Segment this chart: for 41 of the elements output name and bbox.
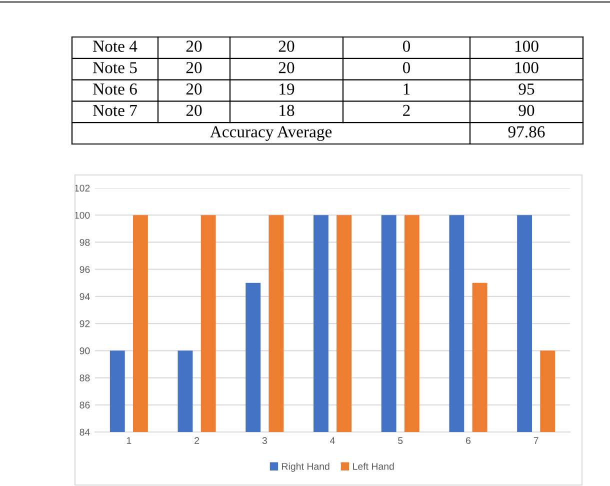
text: 20 bbox=[186, 104, 202, 116]
y-tick-label: 90 bbox=[80, 347, 90, 354]
x-tick-label: 3 bbox=[262, 437, 267, 444]
text: 20 bbox=[278, 40, 294, 52]
y-tick-label: 88 bbox=[80, 374, 90, 382]
text: 20 bbox=[278, 62, 294, 74]
text: 20 bbox=[186, 40, 202, 52]
text: 90 bbox=[518, 104, 534, 116]
text: 18 bbox=[280, 104, 294, 116]
y-tick-label: 86 bbox=[80, 402, 90, 409]
x-tick-label: 7 bbox=[534, 437, 538, 444]
text: 97.86 bbox=[508, 126, 545, 138]
y-tick-label: 100 bbox=[74, 212, 90, 219]
text: 1 bbox=[404, 84, 410, 95]
legend-label: Right Hand bbox=[282, 462, 330, 472]
text: 2 bbox=[403, 104, 410, 116]
text: Note 4 bbox=[93, 40, 138, 52]
y-tick-label: 102 bbox=[74, 184, 90, 192]
y-tick-label: 84 bbox=[80, 428, 90, 436]
text: 20 bbox=[186, 62, 202, 74]
x-tick-label: 4 bbox=[330, 437, 335, 444]
text: 100 bbox=[515, 40, 538, 52]
text: 0 bbox=[402, 62, 410, 74]
y-tick-label: 94 bbox=[80, 293, 90, 300]
y-tick-label: 96 bbox=[80, 266, 90, 273]
text: Note 5 bbox=[93, 62, 137, 74]
text: 95 bbox=[518, 83, 534, 95]
text: 100 bbox=[515, 62, 538, 74]
text: 20 bbox=[186, 83, 202, 95]
text: Note 6 bbox=[93, 83, 137, 95]
x-tick-label: 2 bbox=[194, 437, 199, 444]
x-tick-label: 5 bbox=[398, 437, 403, 444]
legend-label: Left Hand bbox=[353, 462, 394, 470]
y-tick-label: 92 bbox=[80, 320, 90, 328]
x-tick-label: 6 bbox=[466, 437, 470, 444]
text: Note 7 bbox=[93, 104, 137, 116]
y-tick-label: 98 bbox=[80, 238, 90, 246]
text: 0 bbox=[402, 40, 410, 52]
text: 19 bbox=[280, 83, 294, 95]
text: Accuracy Average bbox=[210, 126, 332, 141]
x-tick-label: 1 bbox=[126, 437, 132, 444]
